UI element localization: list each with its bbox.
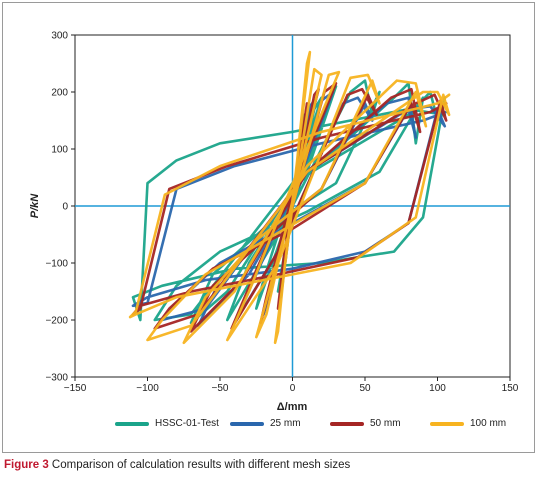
y-tick-label: 0 xyxy=(62,202,68,213)
legend-item: 100 mm xyxy=(430,418,506,429)
x-tick-label: 100 xyxy=(429,383,446,394)
legend-label: 50 mm xyxy=(370,418,401,429)
legend: HSSC-01-Test 25 mm 50 mm 100 mm xyxy=(60,418,520,436)
legend-swatch xyxy=(330,421,364,426)
legend-label: HSSC-01-Test xyxy=(155,418,219,429)
legend-item: HSSC-01-Test xyxy=(115,418,219,429)
chart-plot: −150 −100 −50 0 50 100 150 −300 −200 −100 0 100 200… xyxy=(29,31,519,414)
x-tick-label: −150 xyxy=(64,383,87,394)
legend-label: 25 mm xyxy=(270,418,301,429)
figure-frame xyxy=(2,2,535,453)
series-layer xyxy=(128,50,451,345)
figure-caption-label: Figure 3 xyxy=(4,459,49,471)
x-tick-label: 0 xyxy=(290,383,296,394)
x-tick-label: −50 xyxy=(212,383,229,394)
x-tick-label: 50 xyxy=(359,383,371,394)
legend-item: 50 mm xyxy=(330,418,401,429)
y-tick-label: −200 xyxy=(45,316,68,327)
legend-swatch xyxy=(115,421,149,426)
legend-label: 100 mm xyxy=(470,418,507,429)
y-axis-ticks: −300 −200 −100 0 100 200 300 xyxy=(45,31,75,384)
y-tick-label: −100 xyxy=(45,259,68,270)
y-tick-label: 100 xyxy=(51,145,68,156)
legend-swatch xyxy=(430,421,464,426)
y-axis-label: P/kN xyxy=(29,193,41,219)
y-tick-label: 200 xyxy=(51,88,68,99)
y-tick-label: 300 xyxy=(51,31,68,42)
figure-caption: Figure 3 Comparison of calculation resul… xyxy=(4,459,350,471)
legend-item: 25 mm xyxy=(230,418,301,429)
figure-caption-text: Comparison of calculation results with d… xyxy=(48,459,351,471)
x-tick-label: 150 xyxy=(502,383,519,394)
legend-swatch xyxy=(230,421,264,426)
y-tick-label: −300 xyxy=(45,373,68,384)
x-axis-label: Δ/mm xyxy=(277,401,308,413)
x-tick-label: −100 xyxy=(136,383,159,394)
x-axis-ticks: −150 −100 −50 0 50 100 150 xyxy=(64,377,519,394)
series-line-100-mm xyxy=(128,50,451,345)
